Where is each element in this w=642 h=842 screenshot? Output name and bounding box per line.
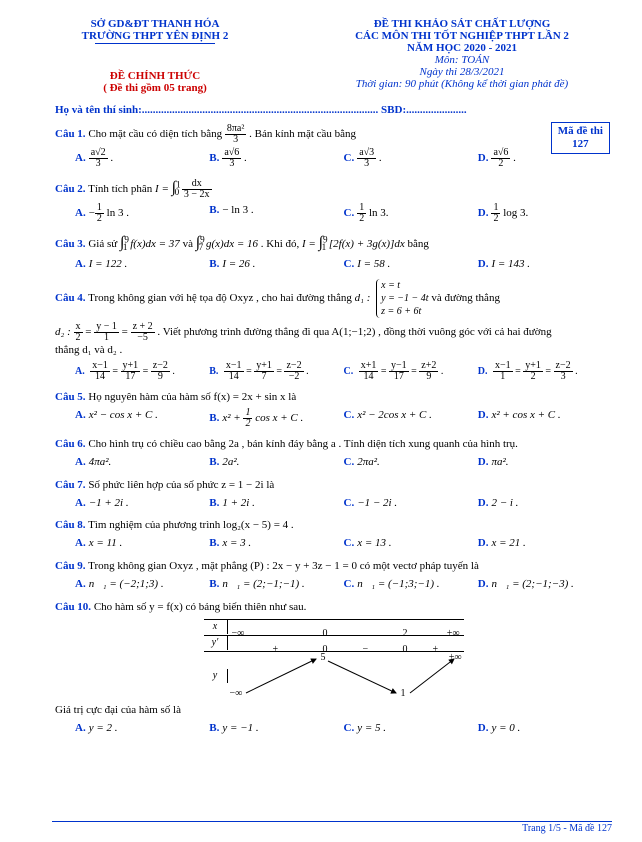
name-dots: ........................................…: [142, 104, 379, 116]
underline-left: [95, 43, 215, 44]
dept: SỞ GD&ĐT THANH HÓA: [55, 18, 255, 30]
question-8: Câu 8. Tìm nghiệm của phương trình log₂(…: [55, 518, 612, 551]
question-5: Câu 5. Họ nguyên hàm của hàm số f(x) = 2…: [55, 390, 612, 429]
exam-code-label: Mã đề thi: [558, 125, 603, 138]
subject: Môn: TOÁN: [312, 54, 612, 66]
question-4: Câu 4. Trong không gian với hệ tọa độ Ox…: [55, 279, 612, 382]
name-label: Họ và tên thí sinh:: [55, 104, 142, 116]
question-6: Câu 6. Cho hình trụ có chiều cao bằng 2a…: [55, 437, 612, 470]
question-1: Câu 1. Cho mặt cầu có diện tích bằng 8πa…: [55, 124, 612, 169]
exam-code-value: 127: [558, 138, 603, 151]
pages-label: ( Đề thi gồm 05 trang): [55, 82, 255, 94]
official-label: ĐỀ CHÍNH THỨC: [55, 70, 255, 82]
q1-text2: . Bán kính mặt cầu bằng: [249, 128, 356, 140]
exam-title-1: ĐỀ THI KHẢO SÁT CHẤT LƯỢNG: [312, 18, 612, 30]
q1-text1: Cho mặt cầu có diện tích bằng: [88, 128, 225, 140]
question-3: Câu 3. Giả sử ∫91 f(x)dx = 37 và ∫97 g(x…: [55, 232, 612, 271]
header-left: SỞ GD&ĐT THANH HÓA TRƯỜNG THPT YÊN ĐỊNH …: [55, 18, 255, 94]
date: Ngày thi 28/3/2021: [312, 66, 612, 78]
question-7: Câu 7. Số phức liên hợp của số phức z = …: [55, 478, 612, 511]
duration: Thời gian: 90 phút (Không kể thời gian p…: [312, 78, 612, 90]
sbd-dots: ......................: [406, 104, 467, 116]
sbd-label: SBD:: [381, 104, 406, 116]
header-right: ĐỀ THI KHẢO SÁT CHẤT LƯỢNG CÁC MÔN THI T…: [312, 18, 612, 94]
question-9: Câu 9. Trong không gian Oxyz , mặt phẳng…: [55, 559, 612, 592]
q1-label: Câu 1.: [55, 128, 86, 140]
header: SỞ GD&ĐT THANH HÓA TRƯỜNG THPT YÊN ĐỊNH …: [55, 18, 612, 94]
question-10: Câu 10. Cho hàm số y = f(x) có bảng biến…: [55, 600, 612, 736]
exam-title-2: CÁC MÔN THI TỐT NGHIỆP THPT LẦN 2: [312, 30, 612, 42]
exam-code-box: Mã đề thi 127: [551, 122, 610, 154]
candidate-info: Họ và tên thí sinh:.....................…: [55, 104, 612, 116]
question-2: Câu 2. Tính tích phân I = ∫10 dx3 − 2x A…: [55, 177, 612, 224]
year: NĂM HỌC 2020 - 2021: [312, 42, 612, 54]
page-footer: Trang 1/5 - Mã đề 127: [52, 821, 612, 834]
variation-table: x −∞ 0 2 +∞ y′ + 0 − 0 + y −∞ 5 1: [204, 619, 464, 701]
school: TRƯỜNG THPT YÊN ĐỊNH 2: [55, 30, 255, 42]
